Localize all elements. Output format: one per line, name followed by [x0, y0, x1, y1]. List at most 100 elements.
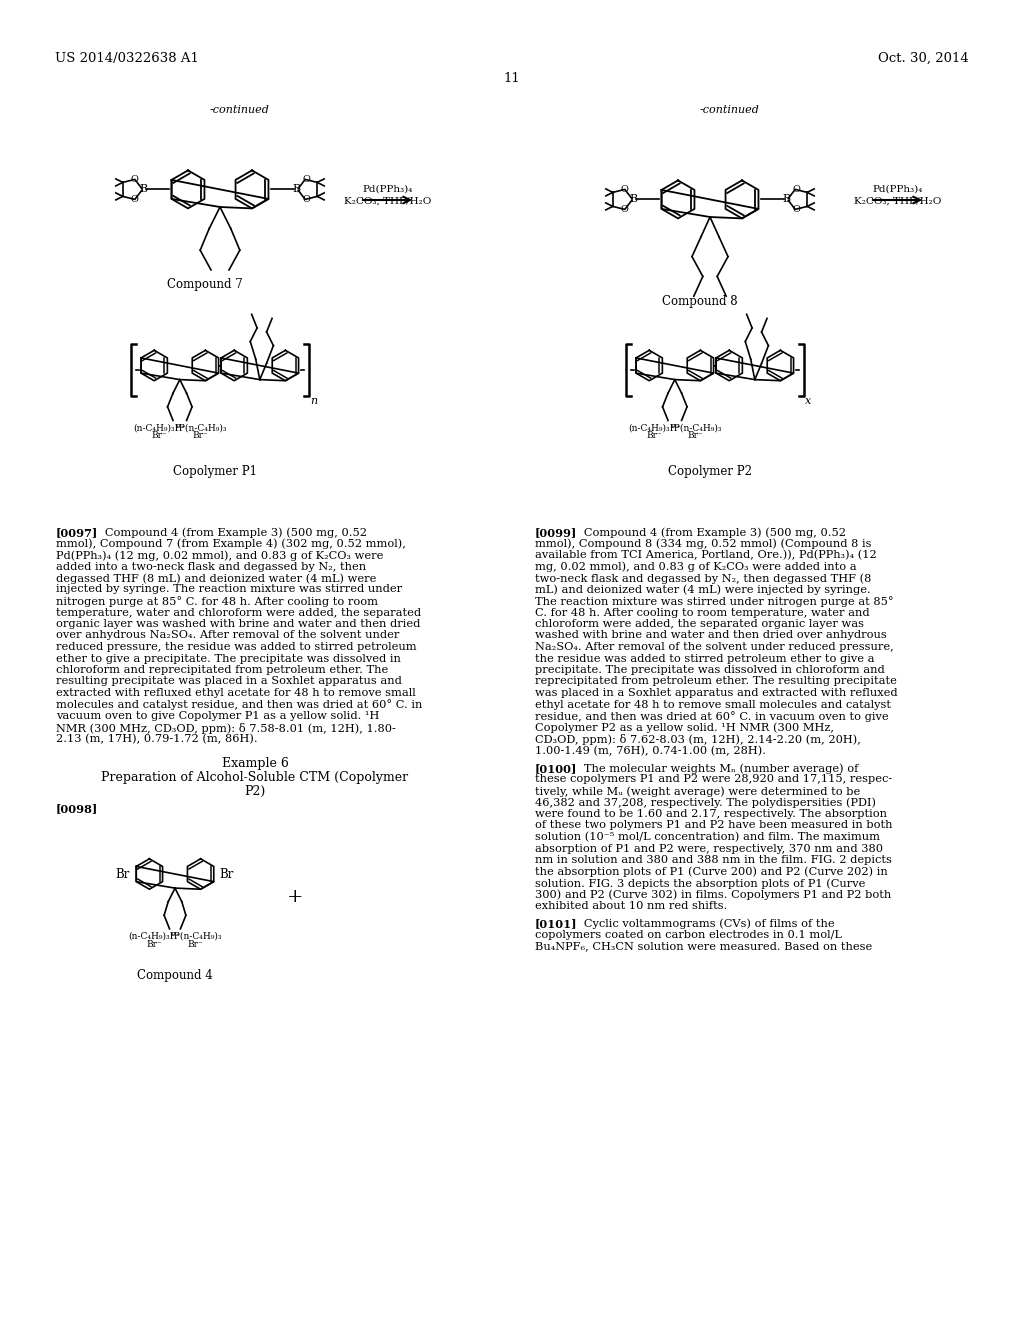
Text: solution (10⁻⁵ mol/L concentration) and film. The maximum: solution (10⁻⁵ mol/L concentration) and … [535, 832, 880, 842]
Text: The reaction mixture was stirred under nitrogen purge at 85°: The reaction mixture was stirred under n… [535, 597, 894, 607]
Text: Compound 4: Compound 4 [137, 969, 213, 982]
Text: NMR (300 MHz, CD₃OD, ppm): δ 7.58-8.01 (m, 12H), 1.80-: NMR (300 MHz, CD₃OD, ppm): δ 7.58-8.01 (… [56, 722, 396, 734]
Text: Compound 4 (from Example 3) (500 mg, 0.52: Compound 4 (from Example 3) (500 mg, 0.5… [94, 527, 367, 537]
Text: mmol), Compound 8 (334 mg, 0.52 mmol) (Compound 8 is: mmol), Compound 8 (334 mg, 0.52 mmol) (C… [535, 539, 871, 549]
Text: Preparation of Alcohol-Soluble CTM (Copolymer: Preparation of Alcohol-Soluble CTM (Copo… [101, 771, 409, 784]
Text: B: B [782, 194, 791, 205]
Text: Example 6: Example 6 [221, 758, 289, 771]
Text: Copolymer P2 as a yellow solid. ¹H NMR (300 MHz,: Copolymer P2 as a yellow solid. ¹H NMR (… [535, 722, 834, 733]
Text: Br: Br [220, 867, 234, 880]
Text: B: B [292, 185, 300, 194]
Text: B: B [139, 185, 147, 194]
Text: O: O [792, 205, 800, 214]
Text: added into a two-neck flask and degassed by N₂, then: added into a two-neck flask and degassed… [56, 561, 367, 572]
Text: Br⁻: Br⁻ [187, 940, 204, 949]
Text: degassed THF (8 mL) and deionized water (4 mL) were: degassed THF (8 mL) and deionized water … [56, 573, 377, 583]
Text: -continued: -continued [700, 106, 760, 115]
Text: residue, and then was dried at 60° C. in vacuum oven to give: residue, and then was dried at 60° C. in… [535, 711, 889, 722]
Text: ⁺P(n-C₄H₉)₃: ⁺P(n-C₄H₉)₃ [169, 932, 221, 941]
Text: O: O [130, 195, 138, 203]
Text: Pd(PPh₃)₄ (12 mg, 0.02 mmol), and 0.83 g of K₂CO₃ were: Pd(PPh₃)₄ (12 mg, 0.02 mmol), and 0.83 g… [56, 550, 383, 561]
Text: of these two polymers P1 and P2 have been measured in both: of these two polymers P1 and P2 have bee… [535, 821, 893, 830]
Text: was placed in a Soxhlet apparatus and extracted with refluxed: was placed in a Soxhlet apparatus and ex… [535, 688, 898, 698]
Text: Pd(PPh₃)₄: Pd(PPh₃)₄ [872, 185, 924, 194]
Text: chloroform and reprecipitated from petroleum ether. The: chloroform and reprecipitated from petro… [56, 665, 388, 675]
Text: ⁺P(n-C₄H₉)₃: ⁺P(n-C₄H₉)₃ [174, 424, 226, 432]
Text: extracted with refluxed ethyl acetate for 48 h to remove small: extracted with refluxed ethyl acetate fo… [56, 688, 416, 698]
Text: O: O [302, 195, 310, 203]
Text: Br: Br [116, 867, 130, 880]
Text: 1.00-1.49 (m, 76H), 0.74-1.00 (m, 28H).: 1.00-1.49 (m, 76H), 0.74-1.00 (m, 28H). [535, 746, 766, 756]
Text: (n-C₄H₉)₃P⁺: (n-C₄H₉)₃P⁺ [128, 932, 181, 941]
Text: O: O [302, 176, 310, 183]
Text: [0097]: [0097] [56, 527, 98, 539]
Text: mg, 0.02 mmol), and 0.83 g of K₂CO₃ were added into a: mg, 0.02 mmol), and 0.83 g of K₂CO₃ were… [535, 561, 857, 572]
Text: Compound 8: Compound 8 [663, 294, 738, 308]
Text: -continued: -continued [210, 106, 270, 115]
Text: Oct. 30, 2014: Oct. 30, 2014 [879, 51, 969, 65]
Text: Cyclic voltammograms (CVs) of films of the: Cyclic voltammograms (CVs) of films of t… [573, 919, 835, 929]
Text: Br⁻: Br⁻ [146, 940, 163, 949]
Text: [0099]: [0099] [535, 527, 578, 539]
Text: mL) and deionized water (4 mL) were injected by syringe.: mL) and deionized water (4 mL) were inje… [535, 585, 870, 595]
Text: the absorption plots of P1 (Curve 200) and P2 (Curve 202) in: the absorption plots of P1 (Curve 200) a… [535, 866, 888, 876]
Text: O: O [621, 185, 628, 194]
Text: CD₃OD, ppm): δ 7.62-8.03 (m, 12H), 2.14-2.20 (m, 20H),: CD₃OD, ppm): δ 7.62-8.03 (m, 12H), 2.14-… [535, 734, 861, 744]
Text: Br⁻: Br⁻ [687, 432, 703, 441]
Text: Compound 4 (from Example 3) (500 mg, 0.52: Compound 4 (from Example 3) (500 mg, 0.5… [573, 527, 846, 537]
Text: Bu₄NPF₆, CH₃CN solution were measured. Based on these: Bu₄NPF₆, CH₃CN solution were measured. B… [535, 941, 872, 952]
Text: temperature, water and chloroform were added, the separated: temperature, water and chloroform were a… [56, 607, 421, 618]
Text: C. for 48 h. After cooling to room temperature, water and: C. for 48 h. After cooling to room tempe… [535, 607, 869, 618]
Text: two-neck flask and degassed by N₂, then degassed THF (8: two-neck flask and degassed by N₂, then … [535, 573, 871, 583]
Text: 2.13 (m, 17H), 0.79-1.72 (m, 86H).: 2.13 (m, 17H), 0.79-1.72 (m, 86H). [56, 734, 258, 744]
Text: these copolymers P1 and P2 were 28,920 and 17,115, respec-: these copolymers P1 and P2 were 28,920 a… [535, 775, 892, 784]
Text: reprecipitated from petroleum ether. The resulting precipitate: reprecipitated from petroleum ether. The… [535, 676, 897, 686]
Text: B: B [630, 194, 638, 205]
Text: nitrogen purge at 85° C. for 48 h. After cooling to room: nitrogen purge at 85° C. for 48 h. After… [56, 597, 378, 607]
Text: Na₂SO₄. After removal of the solvent under reduced pressure,: Na₂SO₄. After removal of the solvent und… [535, 642, 894, 652]
Text: available from TCI America, Portland, Ore.)), Pd(PPh₃)₄ (12: available from TCI America, Portland, Or… [535, 550, 877, 561]
Text: (n-C₄H₉)₃P⁺: (n-C₄H₉)₃P⁺ [628, 424, 681, 432]
Text: [0101]: [0101] [535, 919, 578, 929]
Text: over anhydrous Na₂SO₄. After removal of the solvent under: over anhydrous Na₂SO₄. After removal of … [56, 631, 399, 640]
Text: Copolymer P2: Copolymer P2 [668, 465, 752, 478]
Text: US 2014/0322638 A1: US 2014/0322638 A1 [55, 51, 199, 65]
Text: 300) and P2 (Curve 302) in films. Copolymers P1 and P2 both: 300) and P2 (Curve 302) in films. Copoly… [535, 890, 891, 900]
Text: reduced pressure, the residue was added to stirred petroleum: reduced pressure, the residue was added … [56, 642, 417, 652]
Text: K₂CO₃, THF/H₂O: K₂CO₃, THF/H₂O [344, 197, 432, 206]
Text: n: n [310, 396, 317, 405]
Text: solution. FIG. 3 depicts the absorption plots of P1 (Curve: solution. FIG. 3 depicts the absorption … [535, 878, 865, 888]
Text: ether to give a precipitate. The precipitate was dissolved in: ether to give a precipitate. The precipi… [56, 653, 400, 664]
Text: precipitate. The precipitate was dissolved in chloroform and: precipitate. The precipitate was dissolv… [535, 665, 885, 675]
Text: 46,382 and 37,208, respectively. The polydispersities (PDI): 46,382 and 37,208, respectively. The pol… [535, 797, 876, 808]
Text: K₂CO₃, THF/H₂O: K₂CO₃, THF/H₂O [854, 197, 942, 206]
Text: 11: 11 [504, 73, 520, 84]
Text: Br⁻: Br⁻ [193, 432, 208, 441]
Text: Br⁻: Br⁻ [152, 432, 167, 441]
Text: tively, while Mᵤ (weight average) were determined to be: tively, while Mᵤ (weight average) were d… [535, 785, 860, 796]
Text: x: x [805, 396, 811, 405]
Text: resulting precipitate was placed in a Soxhlet apparatus and: resulting precipitate was placed in a So… [56, 676, 401, 686]
Text: washed with brine and water and then dried over anhydrous: washed with brine and water and then dri… [535, 631, 887, 640]
Text: absorption of P1 and P2 were, respectively, 370 nm and 380: absorption of P1 and P2 were, respective… [535, 843, 883, 854]
Text: Copolymer P1: Copolymer P1 [173, 465, 257, 478]
Text: Compound 7: Compound 7 [167, 279, 243, 290]
Text: ⁺P(n-C₄H₉)₃: ⁺P(n-C₄H₉)₃ [669, 424, 722, 432]
Text: O: O [130, 176, 138, 183]
Text: copolymers coated on carbon electrodes in 0.1 mol/L: copolymers coated on carbon electrodes i… [535, 931, 842, 940]
Text: O: O [621, 205, 628, 214]
Text: exhibited about 10 nm red shifts.: exhibited about 10 nm red shifts. [535, 902, 727, 911]
Text: Br⁻: Br⁻ [646, 432, 663, 441]
Text: nm in solution and 380 and 388 nm in the film. FIG. 2 depicts: nm in solution and 380 and 388 nm in the… [535, 855, 892, 865]
Text: injected by syringe. The reaction mixture was stirred under: injected by syringe. The reaction mixtur… [56, 585, 402, 594]
Text: the residue was added to stirred petroleum ether to give a: the residue was added to stirred petrole… [535, 653, 874, 664]
Text: ethyl acetate for 48 h to remove small molecules and catalyst: ethyl acetate for 48 h to remove small m… [535, 700, 891, 710]
Text: Pd(PPh₃)₄: Pd(PPh₃)₄ [362, 185, 414, 194]
Text: (n-C₄H₉)₃P⁺: (n-C₄H₉)₃P⁺ [133, 424, 185, 432]
Text: mmol), Compound 7 (from Example 4) (302 mg, 0.52 mmol),: mmol), Compound 7 (from Example 4) (302 … [56, 539, 406, 549]
Text: chloroform were added, the separated organic layer was: chloroform were added, the separated org… [535, 619, 864, 630]
Text: molecules and catalyst residue, and then was dried at 60° C. in: molecules and catalyst residue, and then… [56, 700, 422, 710]
Text: were found to be 1.60 and 2.17, respectively. The absorption: were found to be 1.60 and 2.17, respecti… [535, 809, 887, 818]
Text: O: O [792, 185, 800, 194]
Text: P2): P2) [245, 784, 265, 797]
